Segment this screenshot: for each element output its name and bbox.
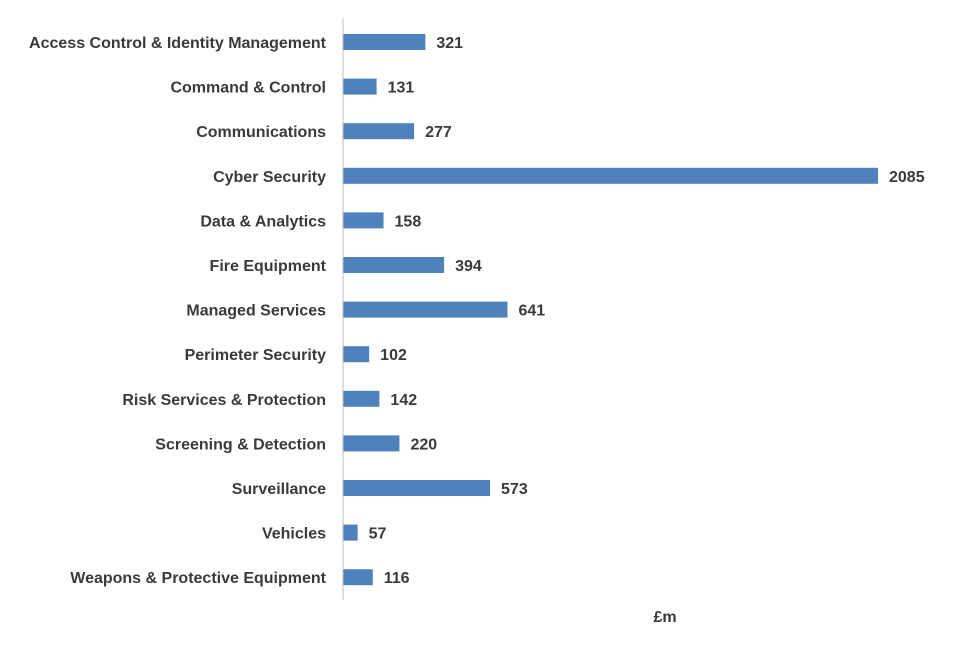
category-label-12: Weapons & Protective Equipment xyxy=(70,570,326,587)
x-axis-title: £m xyxy=(653,609,676,626)
value-label-10: 573 xyxy=(501,481,528,498)
value-label-3: 2085 xyxy=(889,169,925,186)
value-label-1: 131 xyxy=(388,80,415,97)
value-label-2: 277 xyxy=(425,124,452,141)
bar-7 xyxy=(343,346,370,363)
category-label-7: Perimeter Security xyxy=(185,347,327,364)
value-label-12: 116 xyxy=(384,570,410,587)
bar-1 xyxy=(343,78,377,95)
category-label-6: Managed Services xyxy=(186,303,326,320)
bar-9 xyxy=(343,435,400,452)
value-label-5: 394 xyxy=(455,258,482,275)
bar-3 xyxy=(343,167,878,184)
category-label-8: Risk Services & Protection xyxy=(122,392,326,409)
category-label-11: Vehicles xyxy=(262,526,326,543)
bar-6 xyxy=(343,301,508,318)
bar-12 xyxy=(343,569,373,586)
value-label-9: 220 xyxy=(410,436,437,453)
category-label-2: Communications xyxy=(196,124,326,141)
bar-5 xyxy=(343,257,445,273)
value-label-0: 321 xyxy=(436,35,463,52)
category-label-10: Surveillance xyxy=(232,481,326,498)
category-labels-layer: Access Control & Identity Management Comm… xyxy=(29,35,327,587)
value-label-8: 142 xyxy=(390,392,417,409)
bar-4 xyxy=(343,212,384,229)
value-label-7: 102 xyxy=(380,347,407,364)
category-label-4: Data & Analytics xyxy=(200,213,326,230)
bar-0 xyxy=(343,34,426,50)
category-label-3: Cyber Security xyxy=(213,169,326,186)
category-label-0: Access Control & Identity Management xyxy=(29,35,327,52)
category-label-9: Screening & Detection xyxy=(155,436,326,453)
value-label-6: 641 xyxy=(518,303,545,320)
value-labels-layer: 321 131 277 2085 158 394 641 102 142 220 573 57 116 xyxy=(369,35,925,587)
category-label-5: Fire Equipment xyxy=(210,258,327,275)
value-label-11: 57 xyxy=(369,526,387,543)
bars-layer xyxy=(343,34,878,586)
category-label-1: Command & Control xyxy=(170,80,326,97)
value-label-4: 158 xyxy=(395,213,422,230)
bar-2 xyxy=(343,123,415,140)
bar-11 xyxy=(343,524,358,541)
bar-8 xyxy=(343,390,380,407)
bar-10 xyxy=(343,480,491,496)
